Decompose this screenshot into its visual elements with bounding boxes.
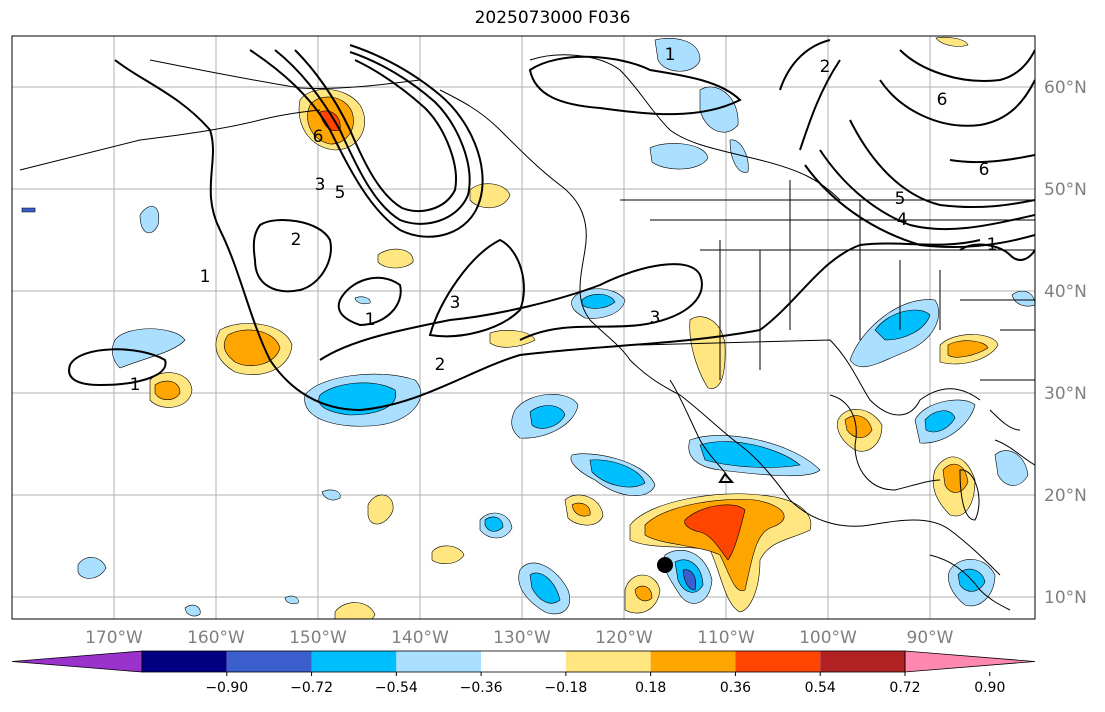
lat-label: 50°N — [1044, 180, 1087, 200]
colorbar-tick-label: −0.72 — [290, 680, 333, 696]
contour-label: 6 — [937, 90, 948, 110]
storm-marker — [657, 557, 673, 573]
lon-label: 170°W — [85, 628, 143, 648]
lat-label: 20°N — [1044, 486, 1087, 506]
lon-label: 150°W — [289, 628, 347, 648]
colorbar-segment — [735, 651, 821, 672]
colorbar: −0.90 −0.72 −0.54 −0.36 −0.18 0.18 0.36 0.54 0.7… — [11, 650, 1036, 696]
contour-label: 2 — [820, 57, 831, 77]
contour-label: 3 — [315, 175, 326, 195]
colorbar-segment — [396, 651, 482, 672]
contour-label: 1 — [200, 267, 211, 287]
colorbar-tick-label: 0.36 — [720, 680, 751, 696]
colorbar-border — [141, 650, 906, 673]
contour-label: 6 — [979, 160, 990, 180]
contour-label: 1 — [365, 310, 376, 330]
colorbar-segment — [226, 651, 312, 672]
contour-label: 3 — [650, 308, 661, 328]
contour-label: 3 — [450, 293, 461, 313]
colorbar-tick-label: 0.54 — [805, 680, 836, 696]
contour-lines — [68, 39, 1035, 483]
contour-label: 1 — [130, 375, 141, 395]
contour-label: 5 — [895, 189, 906, 209]
lat-label: 60°N — [1044, 78, 1087, 98]
contour-label: 2 — [435, 355, 446, 375]
colorbar-tick-label: −0.90 — [205, 680, 248, 696]
colorbar-segment — [820, 651, 905, 672]
lon-label: 140°W — [391, 628, 449, 648]
contour-label: 4 — [897, 210, 908, 230]
contour-label: 6 — [313, 127, 324, 147]
colorbar-extend-high — [904, 650, 1036, 673]
coastlines — [19, 54, 1035, 611]
contour-label: 1 — [665, 45, 676, 65]
map-area — [12, 36, 1035, 619]
lon-label: 90°W — [907, 628, 954, 648]
map-title: 2025073000 F036 — [474, 8, 631, 28]
lat-label: 40°N — [1044, 282, 1087, 302]
colorbar-segment — [142, 651, 227, 672]
lon-label: 100°W — [799, 628, 857, 648]
colorbar-tick-label: 0.72 — [889, 680, 920, 696]
longitude-labels: 170°W 160°W 150°W 140°W 130°W 120°W 110°… — [85, 628, 954, 648]
colorbar-tick-label: −0.18 — [544, 680, 587, 696]
contour-label-group: 1 2 3 1 2 3 6 5 2 6 6 5 4 1 1 3 1 — [130, 45, 998, 395]
latitude-labels: 60°N 50°N 40°N 30°N 20°N 10°N — [1044, 78, 1087, 608]
colorbar-tick-label: −0.54 — [375, 680, 418, 696]
lon-label: 110°W — [697, 628, 755, 648]
lon-label: 120°W — [595, 628, 653, 648]
colorbar-tick-label: −0.36 — [460, 680, 503, 696]
colorbar-tick-label: 0.18 — [635, 680, 666, 696]
lon-label: 130°W — [493, 628, 551, 648]
contour-label: 1 — [987, 235, 998, 255]
colorbar-segment — [481, 651, 566, 672]
colorbar-extend-low — [11, 650, 143, 673]
colorbar-segment — [311, 651, 397, 672]
colorbar-segment — [650, 651, 736, 672]
lat-label: 10°N — [1044, 588, 1087, 608]
colorbar-tick-label: 0.90 — [974, 680, 1005, 696]
map-frame — [11, 35, 1036, 620]
lat-label: 30°N — [1044, 384, 1087, 404]
colorbar-segment — [565, 651, 651, 672]
lon-label: 160°W — [187, 628, 245, 648]
contour-label: 5 — [335, 183, 346, 203]
contour-label: 2 — [291, 230, 302, 250]
anomaly-fill — [21, 36, 1035, 619]
